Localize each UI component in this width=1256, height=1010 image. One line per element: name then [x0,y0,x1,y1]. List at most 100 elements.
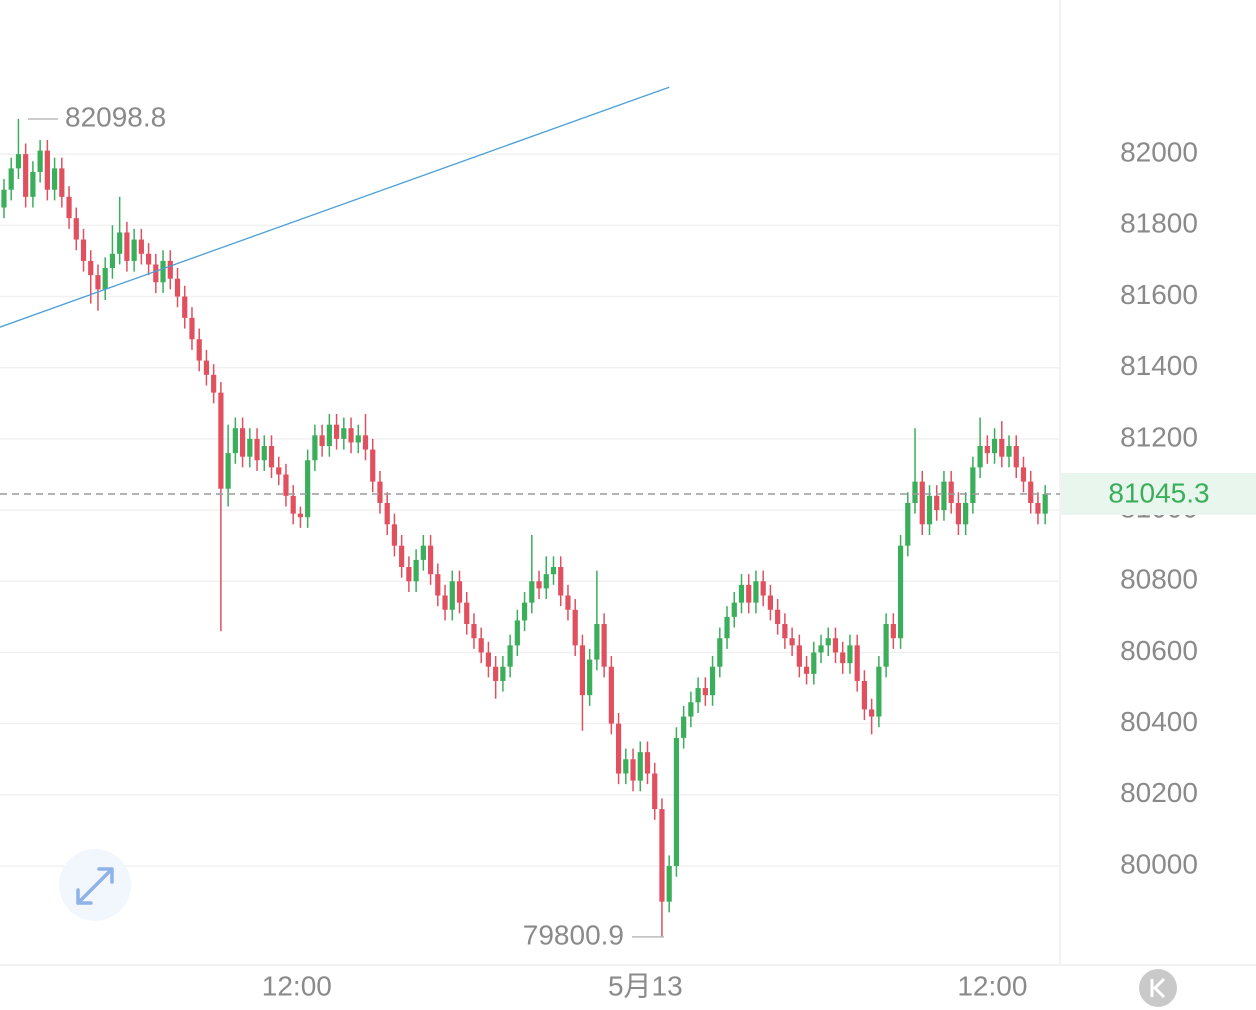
candle-body [283,474,289,496]
y-tick-label: 82000 [1120,137,1198,168]
candle-body [189,317,195,340]
candle-body [1,189,7,208]
candle-body [811,652,817,674]
candle-body [117,232,123,254]
candle-body [803,666,810,674]
candle-body [948,481,954,503]
candle-body [753,581,759,603]
candle-body [312,435,318,461]
candle-body [8,168,14,190]
candle-body [1020,467,1027,482]
candle-body [746,584,752,603]
candle-body [370,449,376,482]
candle-body [883,623,889,667]
candle-body [738,584,745,603]
candle-body [782,623,788,639]
candle-body [211,374,217,393]
candle-body [536,581,542,589]
candle-body [268,446,275,468]
candle-body [550,567,557,575]
candle-body [131,239,137,261]
candle-body [254,438,260,461]
candle-body [384,502,390,525]
candle-body [861,680,868,710]
candle-body [854,645,860,681]
candle-body [623,759,629,774]
y-tick-label: 80600 [1120,635,1198,666]
candle-body [572,609,578,646]
candle-body [608,666,614,724]
y-tick-label: 81400 [1120,350,1198,381]
candle-body [897,545,904,639]
candle-body [767,595,774,610]
candle-body [109,253,116,269]
candle-body [160,260,166,283]
candle-body [970,467,976,503]
candle-body [644,752,651,774]
candle-body [174,278,181,297]
candle-body [529,581,535,603]
candle-body [579,645,586,696]
candle-body [377,481,383,503]
candle-body [239,428,246,457]
candle-body [941,481,947,511]
candle-body [818,645,824,653]
candle-body [702,688,708,696]
expand-icon [76,867,114,905]
candle-body [23,154,29,197]
last-price-box [1061,472,1256,515]
candle-body [427,545,434,575]
candle-body [955,502,962,525]
candle-body [666,866,672,902]
candle-body [102,268,108,290]
candle-body [247,438,253,457]
candle-body [218,392,224,489]
candle-body [44,150,50,190]
x-tick-label: 5月13 [608,970,683,1001]
candle-body [420,545,426,560]
candle-body [869,709,875,717]
candle-body [456,581,463,603]
candle-body [464,602,470,624]
y-tick-label: 81200 [1120,421,1198,452]
candle-body [594,623,600,660]
candle-body [521,602,528,621]
candle-body [95,275,101,290]
candle-body [30,171,36,197]
candle-body [66,196,72,219]
candle-body [485,652,492,667]
candle-body [182,296,188,318]
candle-body [601,623,607,667]
candle-body [789,638,795,646]
candle-body [890,623,896,639]
candle-body [934,495,940,511]
candle-body [977,446,983,468]
candle-body [984,446,990,454]
candle-body [760,581,766,596]
candle-body [399,545,405,568]
trendline [0,86,670,328]
candle-body [80,239,87,261]
candle-body [449,581,455,610]
reset-button[interactable] [1139,969,1177,1007]
y-tick-label: 80400 [1120,706,1198,737]
candle-body [731,602,737,617]
candle-body [73,218,79,240]
candle-body [1042,493,1048,514]
candle-body [688,702,694,717]
candle-body [15,154,22,169]
candle-body [51,168,58,190]
candle-body [341,428,347,439]
candle-body [138,239,144,254]
y-tick-label: 80000 [1120,848,1198,879]
candle-body [319,435,325,447]
candle-body [348,428,354,443]
min-label: 79800.9 [523,919,624,950]
candle-body [963,502,969,525]
x-tick-label: 12:00 [262,970,332,1001]
candle-body [203,360,210,375]
candle-body [991,438,998,454]
candle-body [196,339,202,361]
last-price-label: 81045.3 [1108,477,1209,508]
